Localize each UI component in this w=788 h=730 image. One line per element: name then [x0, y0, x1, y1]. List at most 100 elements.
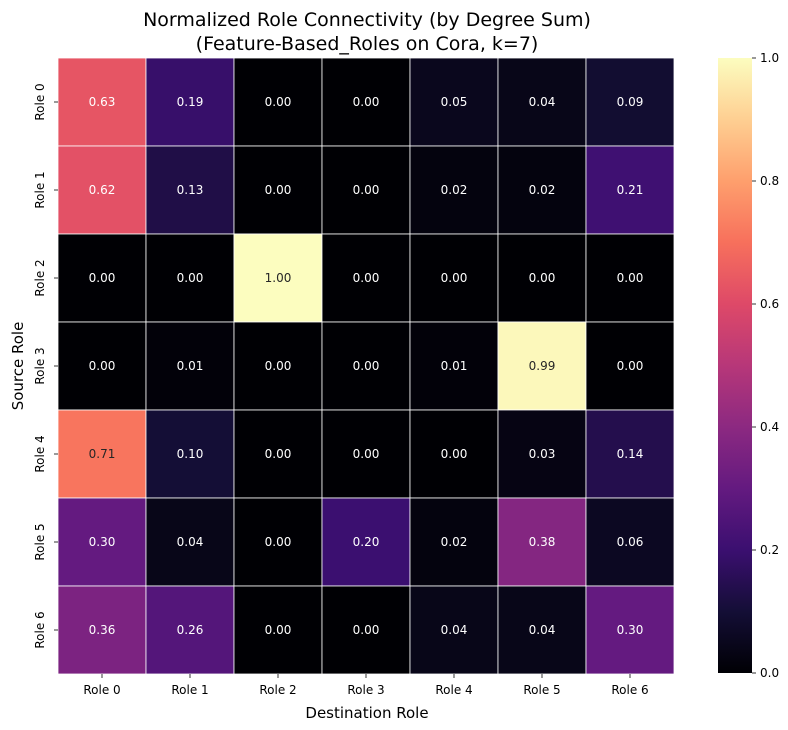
cell-value-label: 0.19	[177, 95, 204, 109]
cell-value-label: 0.20	[353, 535, 380, 549]
x-tick-label: Role 2	[259, 683, 296, 697]
x-axis-label: Destination Role	[305, 704, 428, 722]
cell-value-label: 0.10	[177, 447, 204, 461]
heatmap-cell	[497, 585, 587, 675]
chart-title-line2: (Feature-Based_Roles on Cora, k=7)	[196, 33, 539, 55]
heatmap-cell	[57, 233, 147, 323]
heatmap-cell	[145, 321, 235, 411]
heatmap-cell	[145, 497, 235, 587]
colorbar-tick-label: 0.8	[760, 174, 779, 188]
cell-value-label: 0.99	[529, 359, 556, 373]
heatmap-cell	[57, 321, 147, 411]
heatmap-cell	[321, 585, 411, 675]
cell-value-label: 0.00	[441, 447, 468, 461]
heatmap-cell	[233, 409, 323, 499]
y-tick-label: Role 5	[33, 523, 47, 560]
cell-value-label: 0.02	[441, 183, 468, 197]
cell-value-label: 0.02	[441, 535, 468, 549]
heatmap-cell	[585, 233, 675, 323]
x-tick-label: Role 6	[611, 683, 648, 697]
cell-value-label: 0.21	[617, 183, 644, 197]
cell-value-label: 0.00	[265, 447, 292, 461]
cell-value-label: 0.00	[265, 359, 292, 373]
x-tick-label: Role 0	[83, 683, 120, 697]
cell-value-label: 1.00	[265, 271, 292, 285]
cell-value-label: 0.00	[353, 271, 380, 285]
colorbar-tick-label: 0.6	[760, 297, 779, 311]
colorbar-tick-label: 0.0	[760, 666, 779, 680]
cell-value-label: 0.71	[89, 447, 116, 461]
cell-value-label: 0.00	[617, 271, 644, 285]
colorbar-ticks: 0.0 0.2 0.4 0.6 0.8 1.0	[752, 51, 779, 680]
cell-value-label: 0.00	[265, 95, 292, 109]
y-axis-label: Source Role	[9, 322, 27, 411]
heatmap-cell	[321, 233, 411, 323]
heatmap-cell	[321, 57, 411, 147]
colorbar	[718, 58, 752, 673]
heatmap-cell	[233, 585, 323, 675]
heatmap-cell	[233, 497, 323, 587]
heatmap-cell	[585, 497, 675, 587]
heatmap-cell	[497, 57, 587, 147]
cell-value-label: 0.02	[529, 183, 556, 197]
cell-value-label: 0.14	[617, 447, 644, 461]
heatmap-cell	[585, 145, 675, 235]
cell-value-label: 0.62	[89, 183, 116, 197]
cell-value-label: 0.00	[177, 271, 204, 285]
cell-value-label: 0.03	[529, 447, 556, 461]
heatmap-cell	[497, 233, 587, 323]
cell-value-label: 0.00	[265, 183, 292, 197]
cell-value-label: 0.36	[89, 623, 116, 637]
x-tick-label: Role 1	[171, 683, 208, 697]
y-tick-label: Role 3	[33, 347, 47, 384]
heatmap-cell	[585, 321, 675, 411]
cell-value-label: 0.63	[89, 95, 116, 109]
cell-value-label: 0.26	[177, 623, 204, 637]
heatmap-cell	[409, 233, 499, 323]
colorbar-tick-label: 1.0	[760, 51, 779, 65]
cell-value-label: 0.00	[441, 271, 468, 285]
cell-value-label: 0.05	[441, 95, 468, 109]
y-tick-label: Role 2	[33, 259, 47, 296]
cell-value-label: 0.00	[353, 447, 380, 461]
cell-value-label: 0.30	[89, 535, 116, 549]
cell-value-label: 0.00	[617, 359, 644, 373]
heatmap-cell	[321, 321, 411, 411]
heatmap-cell	[57, 145, 147, 235]
cell-value-label: 0.01	[441, 359, 468, 373]
chart-title-line1: Normalized Role Connectivity (by Degree …	[143, 9, 591, 31]
cell-value-label: 0.01	[177, 359, 204, 373]
x-tick-label: Role 5	[523, 683, 560, 697]
heatmap-cell	[57, 57, 147, 147]
heatmap-cell	[145, 57, 235, 147]
cell-value-label: 0.04	[177, 535, 204, 549]
heatmap-cell	[233, 57, 323, 147]
cell-value-label: 0.38	[529, 535, 556, 549]
y-tick-label: Role 0	[33, 83, 47, 120]
heatmap-cell	[409, 145, 499, 235]
x-tick-label: Role 4	[435, 683, 472, 697]
heatmap-cell	[57, 585, 147, 675]
cell-value-label: 0.00	[89, 271, 116, 285]
cell-value-label: 0.09	[617, 95, 644, 109]
cell-value-label: 0.00	[353, 623, 380, 637]
cell-value-label: 0.00	[353, 95, 380, 109]
heatmap-cell	[497, 145, 587, 235]
cell-value-label: 0.00	[353, 359, 380, 373]
heatmap-cell	[233, 145, 323, 235]
y-tick-label: Role 6	[33, 611, 47, 648]
colorbar-tick-label: 0.2	[760, 543, 779, 557]
heatmap-cell	[321, 497, 411, 587]
x-tick-labels: Role 0 Role 1 Role 2 Role 3 Role 4 Role 5 Role…	[83, 674, 649, 697]
heatmap-cell	[497, 321, 587, 411]
cell-value-label: 0.00	[89, 359, 116, 373]
cell-value-label: 0.00	[265, 535, 292, 549]
heatmap-cell	[409, 57, 499, 147]
colorbar-tick-label: 0.4	[760, 420, 779, 434]
heatmap-cell	[233, 233, 323, 323]
y-tick-labels: Role 0 Role 1 Role 2 Role 3 Role 4 Role 5 Role…	[33, 83, 58, 649]
cell-value-label: 0.13	[177, 183, 204, 197]
cell-value-label: 0.06	[617, 535, 644, 549]
heatmap-cell	[145, 233, 235, 323]
